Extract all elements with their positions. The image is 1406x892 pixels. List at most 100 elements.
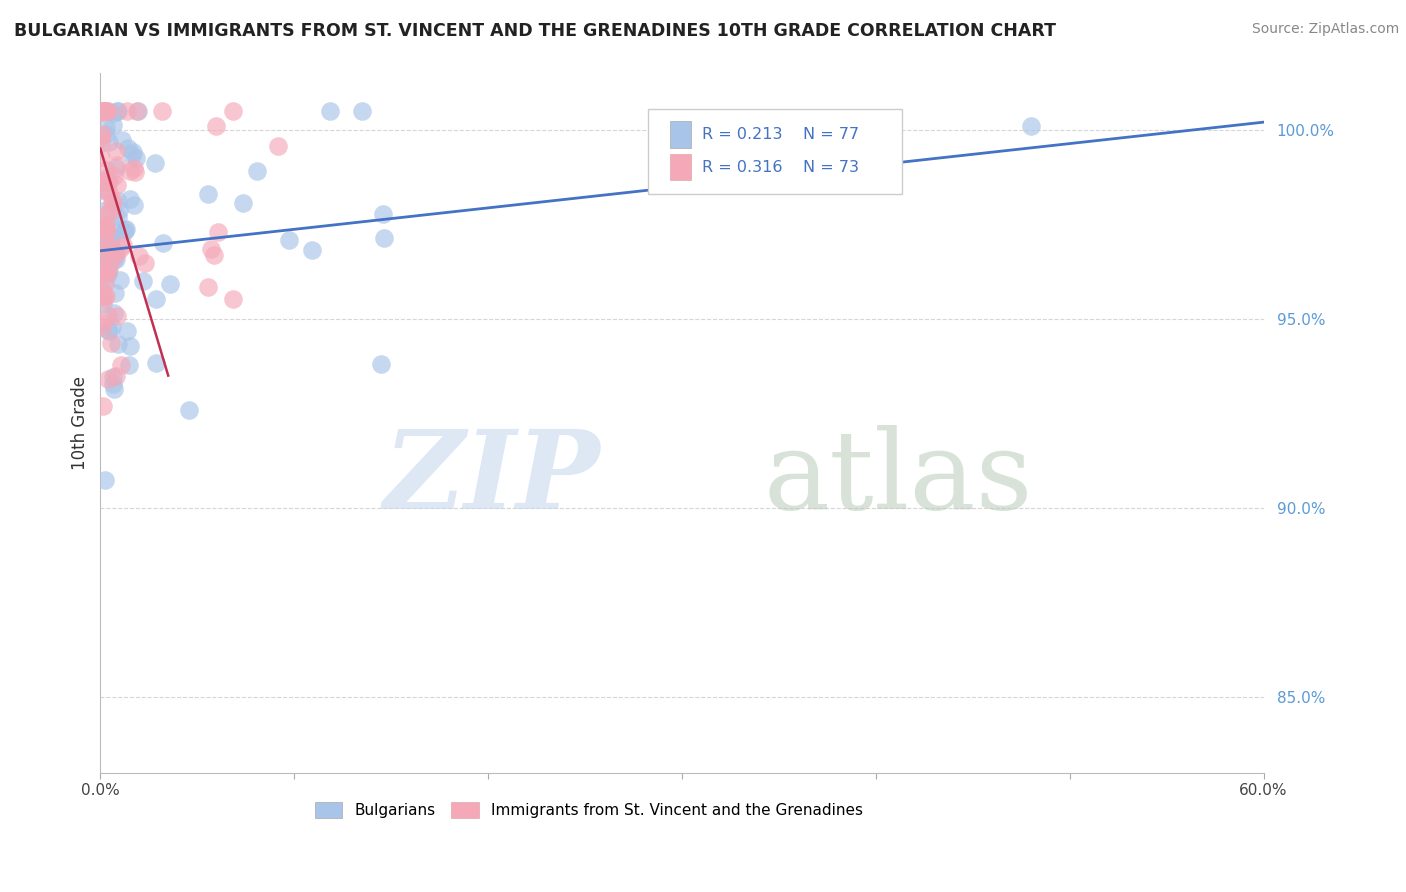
Point <box>222 292 245 306</box>
Point <box>107 194 129 209</box>
Point <box>108 242 131 256</box>
Point <box>121 147 143 161</box>
Point <box>115 103 138 118</box>
Point <box>94 120 117 135</box>
Point <box>115 222 138 236</box>
Point <box>159 277 181 291</box>
Point <box>122 161 145 175</box>
Point <box>101 376 124 391</box>
Point <box>93 292 115 306</box>
Point <box>111 133 134 147</box>
Point <box>204 119 226 133</box>
Point <box>105 145 128 159</box>
Point <box>97 186 120 201</box>
Point <box>145 155 167 169</box>
Point <box>105 309 128 323</box>
Point <box>232 196 254 211</box>
Point <box>94 276 117 290</box>
Point <box>105 161 128 175</box>
Point <box>124 165 146 179</box>
Point <box>107 210 129 224</box>
Point <box>90 320 112 334</box>
Point <box>318 103 340 118</box>
Point <box>93 221 115 235</box>
Point <box>94 217 117 231</box>
Point <box>90 104 112 119</box>
Point <box>94 183 117 197</box>
Point <box>117 141 139 155</box>
Point <box>93 103 115 118</box>
Text: R = 0.316    N = 73: R = 0.316 N = 73 <box>703 160 859 175</box>
Point <box>114 223 136 237</box>
Point <box>94 127 117 141</box>
Point <box>107 337 129 351</box>
Point <box>104 285 127 300</box>
Point <box>101 106 124 120</box>
Point <box>97 238 120 252</box>
Point <box>152 236 174 251</box>
Text: ZIP: ZIP <box>384 425 600 533</box>
Point <box>94 473 117 487</box>
Point <box>94 103 117 118</box>
Point <box>1019 119 1042 133</box>
Point <box>98 324 121 338</box>
Point <box>105 104 128 119</box>
Point <box>105 178 128 192</box>
Text: atlas: atlas <box>763 425 1033 533</box>
Point <box>91 285 114 299</box>
Point <box>103 306 125 320</box>
Point <box>91 286 114 301</box>
Text: R = 0.213    N = 77: R = 0.213 N = 77 <box>703 128 859 142</box>
Point <box>118 358 141 372</box>
Point <box>96 103 118 118</box>
Point <box>222 103 245 118</box>
Point <box>103 369 125 384</box>
Point <box>97 310 120 324</box>
Point <box>103 252 125 267</box>
Point <box>90 174 112 188</box>
Point <box>100 229 122 244</box>
Point <box>103 194 125 208</box>
Legend: Bulgarians, Immigrants from St. Vincent and the Grenadines: Bulgarians, Immigrants from St. Vincent … <box>309 797 869 824</box>
Point <box>107 103 129 118</box>
Point <box>197 280 219 294</box>
Point <box>108 272 131 286</box>
Point <box>91 222 114 236</box>
Point <box>121 145 143 160</box>
Point <box>91 316 114 330</box>
Point <box>100 320 122 334</box>
Point <box>96 289 118 303</box>
Point <box>91 297 114 311</box>
Point <box>131 274 153 288</box>
Point <box>90 150 112 164</box>
Point <box>145 292 167 306</box>
Point <box>150 103 173 118</box>
Point <box>100 195 122 210</box>
Point <box>91 265 114 279</box>
Point <box>97 103 120 118</box>
Point <box>97 135 120 149</box>
Point <box>202 247 225 261</box>
Point <box>104 247 127 261</box>
Point <box>125 103 148 118</box>
Point <box>93 288 115 302</box>
Point <box>105 252 128 266</box>
Point <box>100 240 122 254</box>
Point <box>127 103 149 118</box>
Point <box>96 174 118 188</box>
Point <box>96 246 118 260</box>
Point <box>97 176 120 190</box>
Point <box>93 219 115 234</box>
Point <box>350 103 373 118</box>
Point <box>118 164 141 178</box>
Point <box>96 249 118 263</box>
Point <box>197 187 219 202</box>
Point <box>103 383 125 397</box>
Point <box>105 158 128 172</box>
Point <box>246 163 269 178</box>
Point <box>104 247 127 261</box>
Point <box>124 197 146 211</box>
Point <box>100 229 122 244</box>
Point <box>100 335 122 350</box>
Point <box>277 233 299 247</box>
